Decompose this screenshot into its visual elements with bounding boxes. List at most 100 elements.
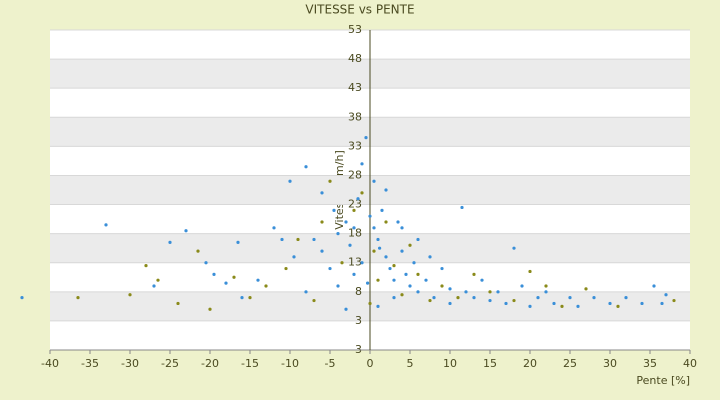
point bbox=[240, 296, 244, 300]
point bbox=[378, 246, 382, 250]
point bbox=[320, 249, 324, 253]
point bbox=[304, 290, 308, 294]
point bbox=[384, 188, 388, 192]
x-tick-label: 10 bbox=[443, 357, 457, 370]
point bbox=[408, 284, 412, 288]
point bbox=[376, 237, 380, 242]
point bbox=[472, 296, 476, 300]
point bbox=[432, 296, 436, 300]
x-tick-label: 20 bbox=[523, 357, 537, 370]
point bbox=[376, 278, 380, 282]
x-tick-label: 40 bbox=[683, 357, 697, 370]
point bbox=[344, 307, 348, 311]
point bbox=[312, 298, 316, 303]
point bbox=[552, 301, 556, 306]
point bbox=[440, 266, 444, 271]
point bbox=[196, 249, 200, 253]
point bbox=[404, 272, 408, 276]
point bbox=[440, 284, 444, 288]
point bbox=[512, 298, 516, 303]
point bbox=[208, 307, 212, 311]
x-tick-label: -5 bbox=[325, 357, 336, 370]
point bbox=[396, 220, 400, 224]
point bbox=[672, 298, 676, 303]
y-tick-label: 38 bbox=[348, 110, 362, 123]
point bbox=[528, 304, 532, 308]
point bbox=[248, 296, 252, 300]
x-tick-label: -35 bbox=[81, 357, 99, 370]
chart-title: VITESSE vs PENTE bbox=[305, 3, 414, 17]
point bbox=[364, 136, 368, 140]
point bbox=[368, 214, 372, 218]
point bbox=[212, 272, 216, 276]
point bbox=[292, 255, 296, 259]
point bbox=[224, 281, 228, 285]
point bbox=[544, 290, 548, 294]
point bbox=[568, 296, 572, 300]
y-tick-label: 3 bbox=[355, 314, 362, 327]
point bbox=[368, 301, 372, 306]
point bbox=[464, 290, 468, 294]
point bbox=[392, 296, 396, 300]
point bbox=[428, 298, 432, 303]
x-tick-label: -15 bbox=[241, 357, 259, 370]
point bbox=[536, 296, 540, 300]
point bbox=[384, 220, 388, 224]
x-tick-label: -40 bbox=[41, 357, 59, 370]
point bbox=[336, 232, 340, 236]
point bbox=[284, 266, 288, 271]
point bbox=[488, 290, 492, 294]
point bbox=[400, 249, 404, 253]
point bbox=[128, 293, 132, 297]
x-tick-label: 25 bbox=[563, 357, 577, 370]
point bbox=[204, 261, 208, 265]
point bbox=[512, 246, 516, 250]
x-tick-label: 15 bbox=[483, 357, 497, 370]
point bbox=[592, 296, 596, 300]
point bbox=[264, 284, 268, 288]
point bbox=[312, 237, 316, 242]
point bbox=[340, 261, 344, 265]
point bbox=[144, 264, 148, 268]
point bbox=[332, 208, 336, 212]
x-tick-label: 5 bbox=[407, 357, 414, 370]
point bbox=[256, 278, 260, 282]
point bbox=[388, 266, 392, 271]
point bbox=[366, 281, 370, 285]
point bbox=[304, 165, 308, 169]
point bbox=[372, 226, 376, 230]
point bbox=[328, 266, 332, 271]
point bbox=[336, 284, 340, 288]
point bbox=[488, 298, 492, 303]
y-tick-label: 53 bbox=[348, 23, 362, 36]
point bbox=[460, 205, 464, 210]
point bbox=[392, 278, 396, 282]
point bbox=[408, 243, 412, 247]
point bbox=[400, 293, 404, 297]
point bbox=[576, 304, 580, 308]
point bbox=[424, 278, 428, 282]
point bbox=[360, 162, 364, 166]
point bbox=[168, 240, 172, 244]
point bbox=[428, 255, 432, 259]
point bbox=[280, 237, 284, 242]
point bbox=[416, 290, 420, 294]
x-tick-label: -10 bbox=[281, 357, 299, 370]
point bbox=[660, 301, 664, 306]
point bbox=[20, 296, 24, 300]
point bbox=[352, 208, 356, 212]
y-tick-label: 48 bbox=[348, 52, 362, 65]
point bbox=[392, 264, 396, 268]
point bbox=[376, 304, 380, 308]
y-tick-label: 23 bbox=[348, 198, 362, 211]
point bbox=[416, 237, 420, 242]
x-tick-label: 35 bbox=[643, 357, 657, 370]
point bbox=[320, 220, 324, 224]
y-tick-label: 28 bbox=[348, 168, 362, 181]
point bbox=[296, 237, 300, 242]
point bbox=[624, 296, 628, 300]
point bbox=[608, 301, 612, 306]
point bbox=[616, 304, 620, 308]
point bbox=[380, 208, 384, 212]
